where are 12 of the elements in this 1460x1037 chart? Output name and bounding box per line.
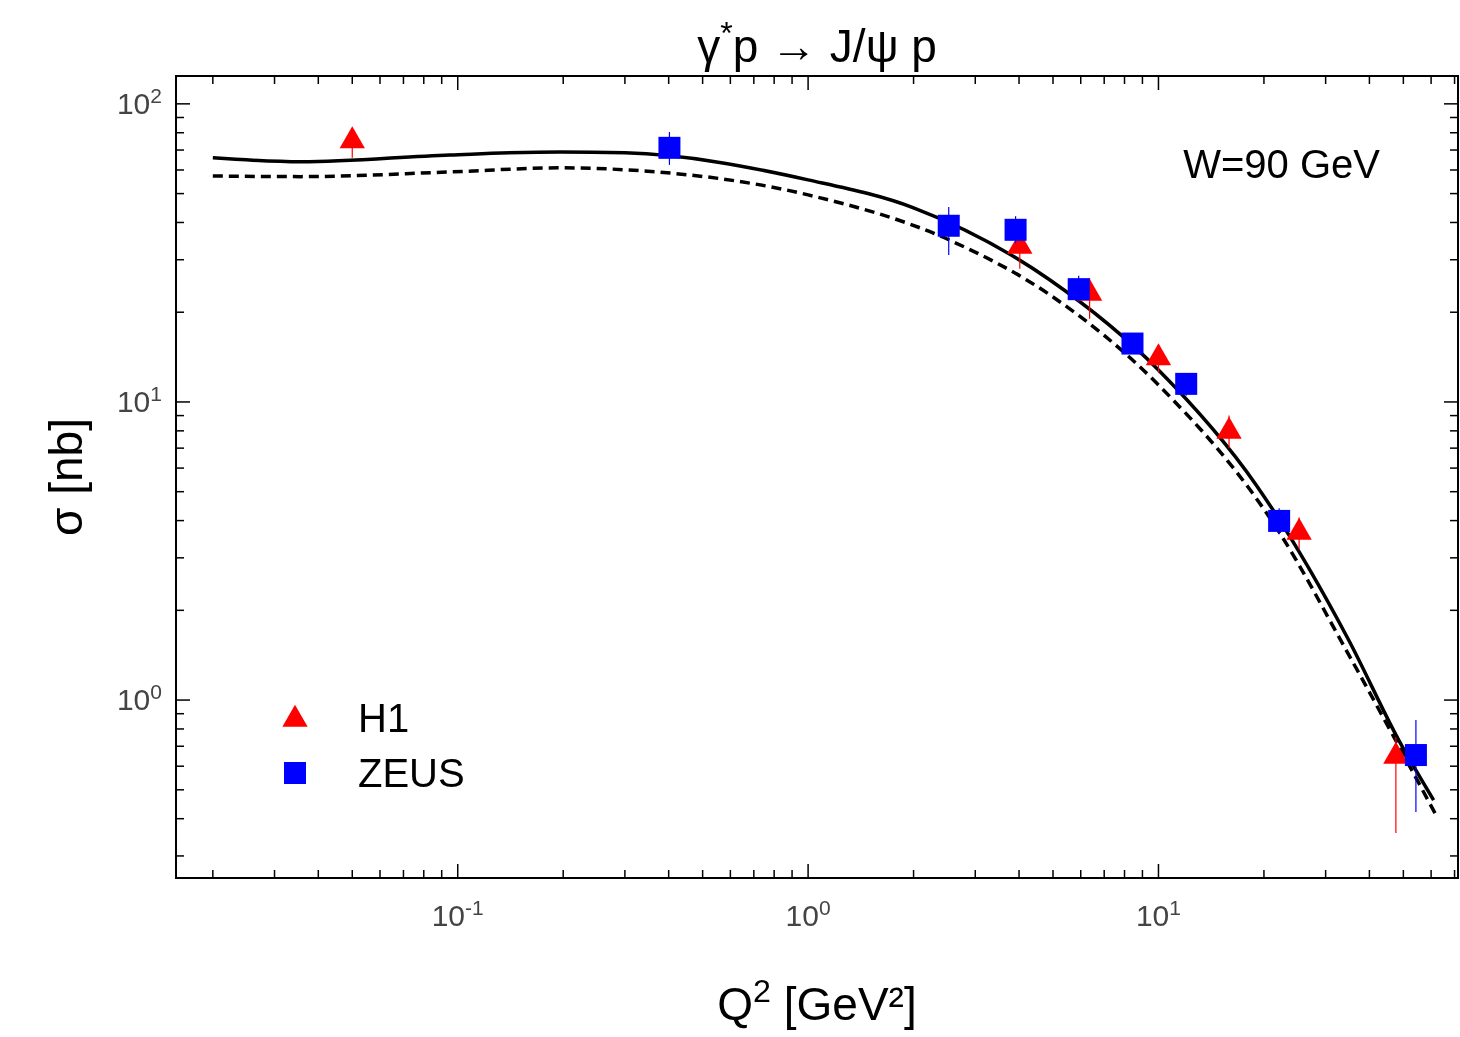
- y-tick-label: 10$^{2}$: [116, 83, 162, 120]
- y-tick-label: 10$^{0}$: [116, 679, 162, 717]
- annotation: W=90 GeV: [1183, 142, 1381, 186]
- legend-label: ZEUS: [358, 751, 465, 795]
- x-tick-label: 10$^{-1}$: [431, 895, 484, 932]
- y-tick-label: 10$^{1}$: [116, 381, 162, 418]
- x-tick-label: 10$^{1}$: [1135, 895, 1181, 932]
- y-axis-title: σ [nb]: [40, 418, 92, 536]
- x-axis-title: Q$^{2}$ [GeV²]: [717, 973, 917, 1030]
- legend-label: H1: [358, 696, 410, 740]
- chart-title: γ$^{*}$p → J/ψ p: [697, 15, 937, 72]
- x-tick-label: 10$^{0}$: [785, 895, 831, 932]
